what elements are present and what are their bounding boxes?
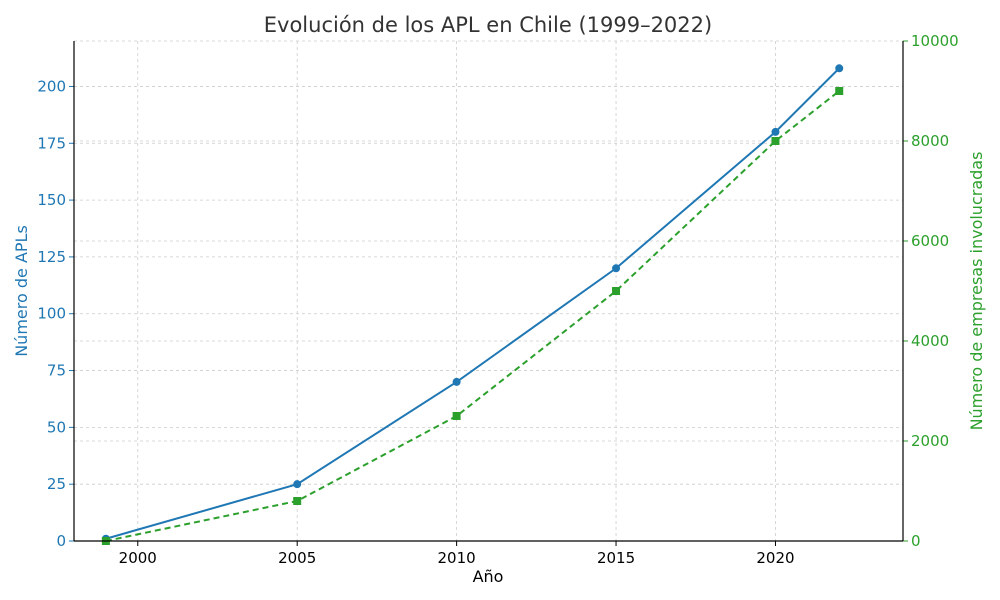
series-0-point [835,64,844,73]
axes: 2000 2005 2010 2015 202002550751001251501752… [37,32,958,567]
plot-series [101,64,844,545]
series-1-point [771,137,780,145]
series-0-point [771,127,780,136]
chart-title: Evolución de los APL en Chile (1999–2022… [264,13,712,37]
y2-tick-label: 4000 [911,332,949,350]
series-1-point [452,412,461,420]
y2-tick-label: 2000 [911,432,949,450]
series-0-point [452,377,461,386]
series-0-line [105,67,840,540]
y2-tick-label: 10000 [911,32,959,50]
y2-tick-label: 6000 [911,232,949,250]
series-0-point [612,264,621,273]
series-1-point [835,87,844,95]
x-tick-label: 2000 [119,549,157,567]
y-tick-label: 0 [56,532,66,550]
series-1-line [105,90,840,542]
x-tick-label: 2005 [278,549,316,567]
y2-tick-label: 0 [911,532,921,550]
x-axis-label: Año [473,567,504,586]
y2-tick-label: 8000 [911,132,949,150]
y-tick-label: 125 [37,248,66,266]
series-1-point [293,497,302,505]
y-tick-label: 175 [37,134,66,152]
series-0-point [293,480,302,489]
x-tick-label: 2015 [597,549,635,567]
grid-lines [74,40,903,542]
y-tick-label: 50 [47,418,66,436]
y-tick-label: 75 [47,362,66,380]
y-axis-label: Número de APLs [12,225,31,357]
x-tick-label: 2010 [438,549,476,567]
y-tick-label: 100 [37,305,66,323]
y-tick-label: 200 [37,77,66,95]
series-1-point [612,287,621,295]
y2-axis-label: Número de empresas involucradas [967,152,986,431]
x-tick-label: 2020 [756,549,794,567]
y-tick-label: 150 [37,191,66,209]
y-tick-label: 25 [47,475,66,493]
